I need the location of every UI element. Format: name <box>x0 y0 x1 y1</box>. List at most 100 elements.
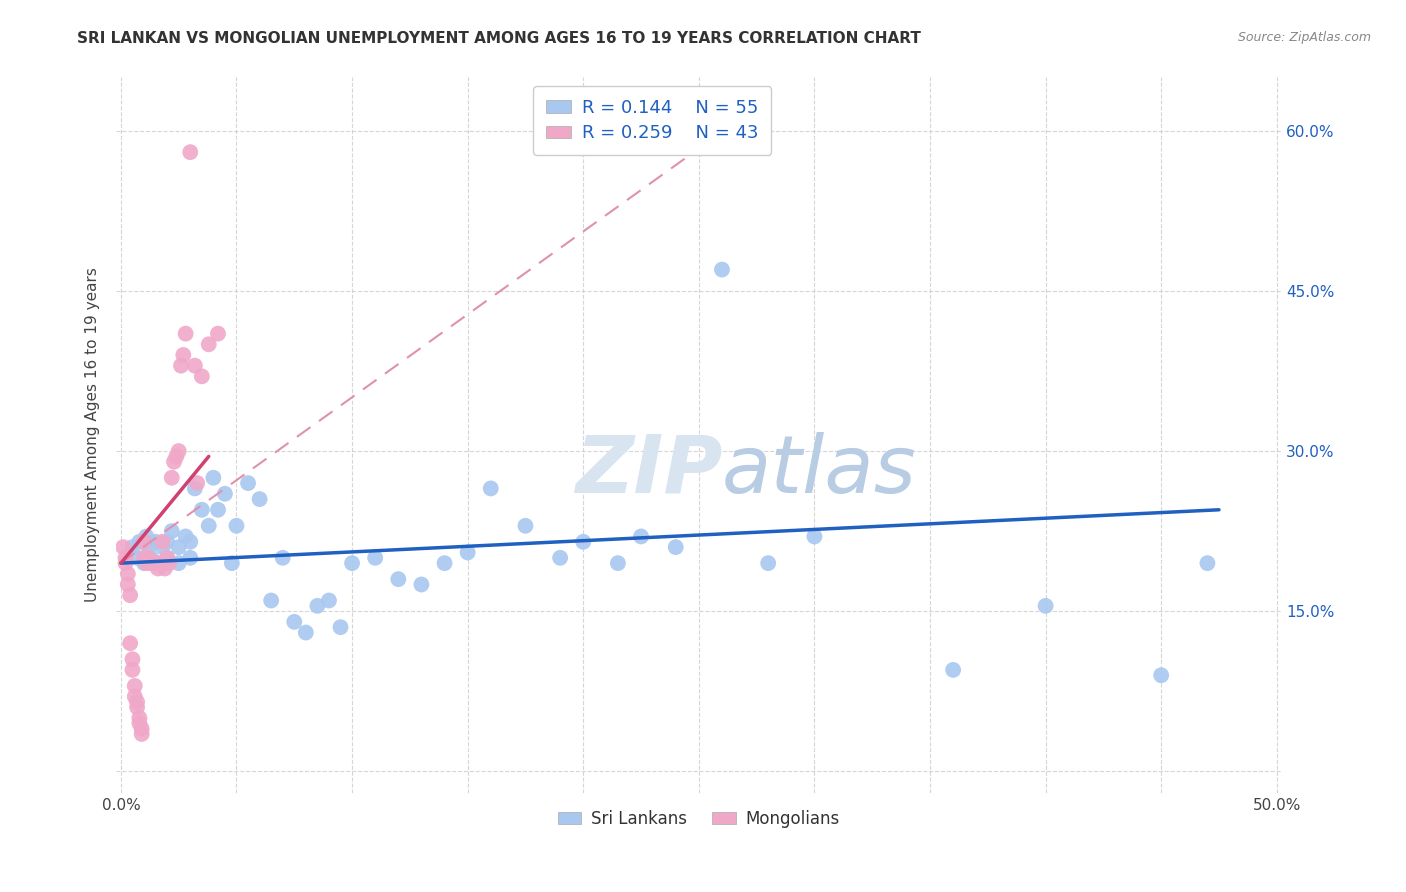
Point <box>145 556 167 570</box>
Point <box>156 534 179 549</box>
Point <box>479 482 502 496</box>
Point <box>142 556 165 570</box>
Point <box>307 599 329 613</box>
Point <box>548 550 571 565</box>
Point <box>139 556 162 570</box>
Point <box>364 550 387 565</box>
Point <box>146 561 169 575</box>
Point <box>179 145 201 160</box>
Point <box>121 540 143 554</box>
Point <box>132 550 155 565</box>
Point <box>145 534 167 549</box>
Point <box>271 550 294 565</box>
Point <box>411 577 433 591</box>
Point <box>174 326 197 341</box>
Point <box>152 534 174 549</box>
Point <box>572 534 595 549</box>
Point <box>128 534 150 549</box>
Point <box>172 348 194 362</box>
Point <box>131 727 153 741</box>
Text: atlas: atlas <box>723 432 917 510</box>
Point <box>128 711 150 725</box>
Point <box>138 550 160 565</box>
Point <box>236 476 259 491</box>
Point <box>139 550 162 565</box>
Point <box>124 690 146 704</box>
Point <box>225 518 247 533</box>
Point <box>1197 556 1219 570</box>
Point <box>340 556 363 570</box>
Point <box>665 540 688 554</box>
Point <box>149 556 172 570</box>
Point <box>387 572 409 586</box>
Point <box>803 529 825 543</box>
Point <box>159 556 181 570</box>
Text: SRI LANKAN VS MONGOLIAN UNEMPLOYMENT AMONG AGES 16 TO 19 YEARS CORRELATION CHART: SRI LANKAN VS MONGOLIAN UNEMPLOYMENT AMO… <box>77 31 921 46</box>
Point <box>153 561 176 575</box>
Point <box>1035 599 1057 613</box>
Point <box>433 556 456 570</box>
Point <box>630 529 652 543</box>
Point <box>179 534 201 549</box>
Point <box>135 529 157 543</box>
Point <box>152 540 174 554</box>
Point <box>197 518 219 533</box>
Point <box>131 722 153 736</box>
Point <box>329 620 352 634</box>
Point <box>132 534 155 549</box>
Point <box>138 540 160 554</box>
Point <box>207 326 229 341</box>
Point <box>160 471 183 485</box>
Point <box>132 556 155 570</box>
Point <box>145 556 167 570</box>
Point <box>167 540 190 554</box>
Point <box>167 556 190 570</box>
Point <box>114 556 136 570</box>
Point <box>135 556 157 570</box>
Point <box>160 524 183 538</box>
Point <box>214 487 236 501</box>
Point <box>165 450 187 464</box>
Point <box>295 625 318 640</box>
Legend: Sri Lankans, Mongolians: Sri Lankans, Mongolians <box>551 803 846 834</box>
Point <box>125 700 148 714</box>
Point <box>163 455 186 469</box>
Point <box>174 529 197 543</box>
Point <box>942 663 965 677</box>
Point <box>184 482 207 496</box>
Point <box>121 663 143 677</box>
Point <box>112 540 135 554</box>
Text: Source: ZipAtlas.com: Source: ZipAtlas.com <box>1237 31 1371 45</box>
Y-axis label: Unemployment Among Ages 16 to 19 years: Unemployment Among Ages 16 to 19 years <box>86 268 100 602</box>
Point <box>117 577 139 591</box>
Point <box>179 550 201 565</box>
Point <box>710 262 733 277</box>
Point <box>221 556 243 570</box>
Point <box>1150 668 1173 682</box>
Point <box>184 359 207 373</box>
Point <box>121 652 143 666</box>
Point <box>283 615 305 629</box>
Point <box>156 550 179 565</box>
Point <box>125 695 148 709</box>
Point <box>170 359 193 373</box>
Point <box>457 545 479 559</box>
Point <box>756 556 779 570</box>
Point <box>114 550 136 565</box>
Point <box>167 444 190 458</box>
Point <box>156 550 179 565</box>
Text: ZIP: ZIP <box>575 432 723 510</box>
Point <box>606 556 628 570</box>
Point <box>260 593 283 607</box>
Point <box>191 502 214 516</box>
Point <box>120 588 142 602</box>
Point <box>128 716 150 731</box>
Point <box>515 518 537 533</box>
Point <box>207 502 229 516</box>
Point <box>202 471 225 485</box>
Point <box>125 550 148 565</box>
Point <box>124 679 146 693</box>
Point <box>186 476 208 491</box>
Point <box>191 369 214 384</box>
Point <box>197 337 219 351</box>
